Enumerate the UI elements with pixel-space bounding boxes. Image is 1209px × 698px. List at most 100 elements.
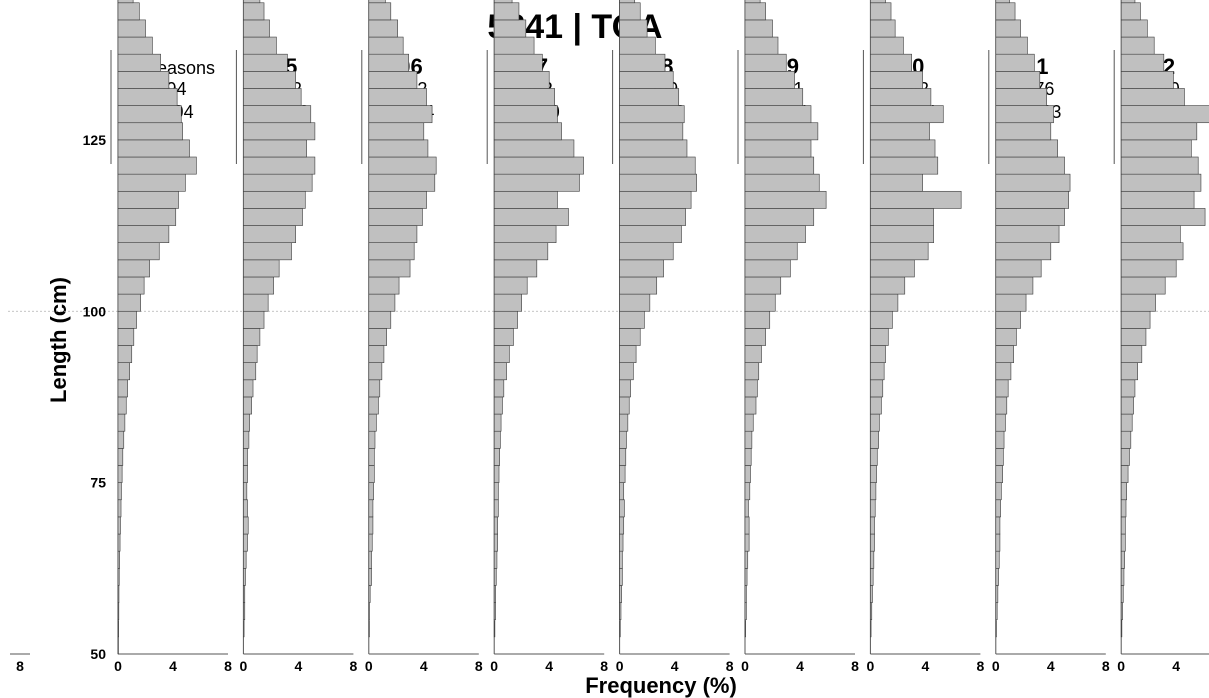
- histogram-bar: [493, 156, 584, 175]
- histogram-bar: [117, 208, 177, 226]
- histogram-bar: [1120, 19, 1148, 38]
- histogram-bar: [368, 36, 404, 55]
- histogram-bar: [1120, 105, 1209, 124]
- histogram-bar: [1120, 225, 1181, 244]
- histogram-bar: [117, 259, 150, 278]
- histogram-bar: [243, 0, 261, 4]
- histogram-panels: All seasonsN=1594n=320040482005N=212n=51…: [110, 0, 1209, 674]
- x-tick-label-0: 0: [114, 658, 122, 674]
- histogram-bar: [1120, 259, 1177, 278]
- histogram-bar: [870, 619, 872, 638]
- histogram-bar: [493, 88, 556, 106]
- histogram-bar: [243, 619, 245, 638]
- histogram-bar: [870, 568, 874, 586]
- histogram-bar: [117, 465, 123, 483]
- x-tick-label-0: 0: [490, 658, 498, 674]
- histogram-bar: [619, 482, 625, 501]
- histogram-bar: [870, 413, 880, 432]
- histogram-bar: [619, 208, 686, 226]
- histogram-bar: [493, 516, 498, 535]
- histogram-bar: [1120, 568, 1125, 586]
- histogram-bar: [117, 568, 120, 586]
- histogram-bar: [619, 619, 621, 638]
- histogram-bar: [995, 345, 1014, 363]
- histogram-bar: [493, 585, 496, 603]
- histogram-bar: [744, 225, 806, 244]
- histogram-bar: [243, 499, 248, 518]
- histogram-bar: [243, 345, 258, 363]
- histogram-bar: [870, 2, 892, 21]
- histogram-bar: [243, 585, 246, 603]
- histogram-bar: [870, 242, 929, 261]
- histogram-bar: [744, 585, 747, 603]
- histogram-bar: [493, 173, 580, 192]
- histogram-bar: [1120, 190, 1195, 209]
- histogram-bar: [368, 499, 374, 518]
- histogram-bar: [493, 225, 557, 244]
- histogram-bar: [995, 465, 1003, 483]
- histogram-bar: [243, 533, 248, 552]
- histogram-bar: [1120, 413, 1133, 432]
- x-tick-label-left-8: 8: [16, 658, 24, 674]
- histogram-bar: [995, 533, 1001, 552]
- histogram-bar: [243, 36, 277, 55]
- histogram-bar: [995, 242, 1052, 261]
- histogram-bar: [995, 568, 999, 586]
- histogram-bar: [744, 345, 762, 363]
- histogram-bar: [117, 0, 134, 4]
- histogram-bar: [117, 190, 179, 209]
- histogram-bar: [117, 396, 127, 415]
- x-tick-label-0: 0: [741, 658, 749, 674]
- histogram-bar: [744, 105, 812, 124]
- histogram-bar: [870, 173, 923, 192]
- histogram-bar: [493, 53, 543, 72]
- histogram-bar: [368, 105, 433, 124]
- histogram-bar: [995, 36, 1028, 55]
- histogram-bar: [493, 276, 528, 295]
- histogram-bar: [995, 208, 1065, 226]
- histogram-bar: [995, 2, 1016, 21]
- histogram-bar: [744, 413, 754, 432]
- histogram-bar: [493, 2, 520, 21]
- histogram-bar: [493, 396, 503, 415]
- histogram-bar: [1120, 550, 1125, 569]
- histogram-bar: [995, 259, 1042, 278]
- histogram-bar: [368, 0, 386, 4]
- panel-2006: 2006N=162n=3864048: [361, 0, 483, 674]
- histogram-bar: [493, 190, 558, 209]
- histogram-bar: [368, 310, 392, 329]
- histogram-bar: [870, 19, 896, 38]
- histogram-bar: [1120, 122, 1198, 141]
- histogram-bar: [995, 293, 1027, 312]
- histogram-bar: [744, 448, 752, 466]
- histogram-bar: [995, 379, 1009, 398]
- histogram-bar: [117, 413, 126, 432]
- histogram-bar: [1120, 88, 1185, 106]
- histogram-bar: [744, 430, 753, 449]
- histogram-bar: [493, 465, 500, 483]
- histogram-bar: [368, 225, 418, 244]
- histogram-bar: [619, 602, 622, 621]
- histogram-bar: [117, 516, 121, 535]
- histogram-bar: [117, 550, 120, 569]
- y-tick-label-125: 125: [83, 132, 107, 148]
- histogram-bar: [493, 413, 502, 432]
- histogram-bar: [995, 190, 1069, 209]
- histogram-bar: [870, 379, 884, 398]
- histogram-bar: [243, 550, 247, 569]
- histogram-bar: [243, 482, 248, 501]
- x-tick-label-0: 0: [1117, 658, 1125, 674]
- histogram-bar: [1120, 602, 1123, 621]
- histogram-bar: [870, 328, 889, 346]
- histogram-bar: [744, 293, 776, 312]
- histogram-bar: [368, 362, 383, 381]
- histogram-bar: [744, 259, 791, 278]
- x-tick-label-0: 0: [992, 658, 1000, 674]
- histogram-bar: [870, 156, 939, 175]
- x-tick-label-4: 4: [420, 658, 428, 674]
- histogram-bar: [243, 362, 257, 381]
- histogram-bar: [1120, 396, 1134, 415]
- histogram-bar: [117, 139, 190, 158]
- histogram-bar: [368, 293, 396, 312]
